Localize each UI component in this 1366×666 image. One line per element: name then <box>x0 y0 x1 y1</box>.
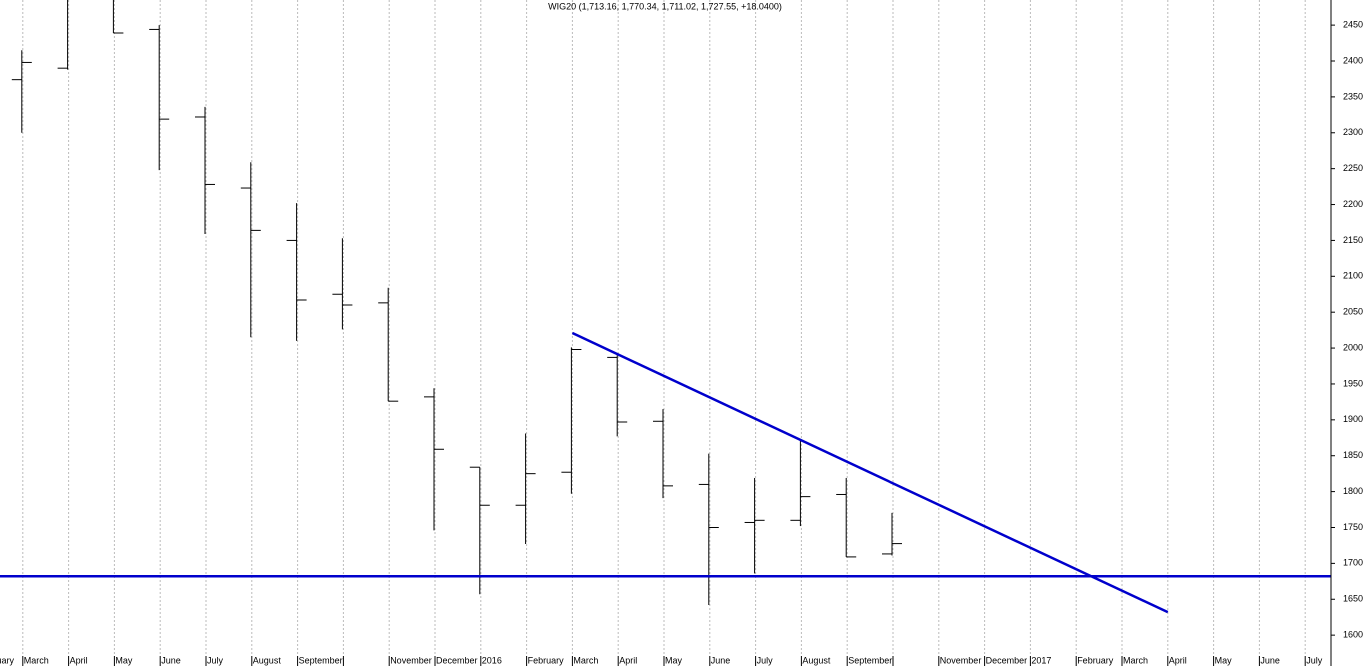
grid <box>22 0 1306 656</box>
x-tick-label: November <box>940 655 982 665</box>
y-tick-label: 2200 <box>1343 199 1363 209</box>
x-tick-label: February <box>1077 655 1114 665</box>
x-tick-label: May <box>1215 655 1233 665</box>
y-tick-label: 1950 <box>1343 378 1363 388</box>
x-tick-label: November <box>390 655 432 665</box>
y-tick-label: 2150 <box>1343 235 1363 245</box>
x-tick-label: 2016 <box>482 655 502 665</box>
x-tick-label: February <box>0 655 15 665</box>
x-tick-label: March <box>24 655 49 665</box>
y-tick-label: 2300 <box>1343 127 1363 137</box>
y-tick-label: 2050 <box>1343 307 1363 317</box>
y-tick-label: 1900 <box>1343 414 1363 424</box>
y-tick-label: 2450 <box>1343 19 1363 29</box>
x-tick-label: March <box>573 655 598 665</box>
y-tick-label: 1850 <box>1343 450 1363 460</box>
x-tick-label: May <box>665 655 683 665</box>
x-tick-label: July <box>757 655 774 665</box>
trend-line <box>571 331 1169 614</box>
x-tick-label: February <box>528 655 565 665</box>
x-tick-label: April <box>619 655 637 665</box>
axis-labels: 1600 1650 1700 1750 1800 1850 1900 1950 2000 2050… <box>0 19 1363 666</box>
x-tick-label: September <box>299 655 343 665</box>
y-tick-label: 1700 <box>1343 558 1363 568</box>
x-tick-label: December <box>986 655 1028 665</box>
x-tick-label: June <box>161 655 181 665</box>
plot-area <box>0 0 1331 614</box>
x-tick-label: May <box>115 655 133 665</box>
x-tick-label: August <box>802 655 831 665</box>
x-tick-label: April <box>70 655 88 665</box>
y-tick-label: 2350 <box>1343 91 1363 101</box>
y-tick-label: 1650 <box>1343 594 1363 604</box>
y-tick-label: 2000 <box>1343 342 1363 352</box>
chart-title: WIG20 (1,713.16, 1,770.34, 1,711.02, 1,7… <box>548 1 782 11</box>
x-tick-label: 2017 <box>1031 655 1051 665</box>
x-tick-label: December <box>436 655 478 665</box>
y-tick-label: 2250 <box>1343 163 1363 173</box>
y-tick-label: 1600 <box>1343 630 1363 640</box>
x-tick-label: July <box>1306 655 1323 665</box>
y-tick-label: 2100 <box>1343 271 1363 281</box>
x-tick-label: July <box>207 655 224 665</box>
x-tick-label: March <box>1123 655 1148 665</box>
y-tick-label: 1800 <box>1343 486 1363 496</box>
x-tick-label: June <box>1260 655 1280 665</box>
y-tick-label: 2400 <box>1343 55 1363 65</box>
x-tick-label: September <box>848 655 892 665</box>
y-tick-label: 1750 <box>1343 522 1363 532</box>
x-tick-label: August <box>253 655 282 665</box>
x-tick-label: April <box>1169 655 1187 665</box>
x-tick-label: June <box>711 655 731 665</box>
